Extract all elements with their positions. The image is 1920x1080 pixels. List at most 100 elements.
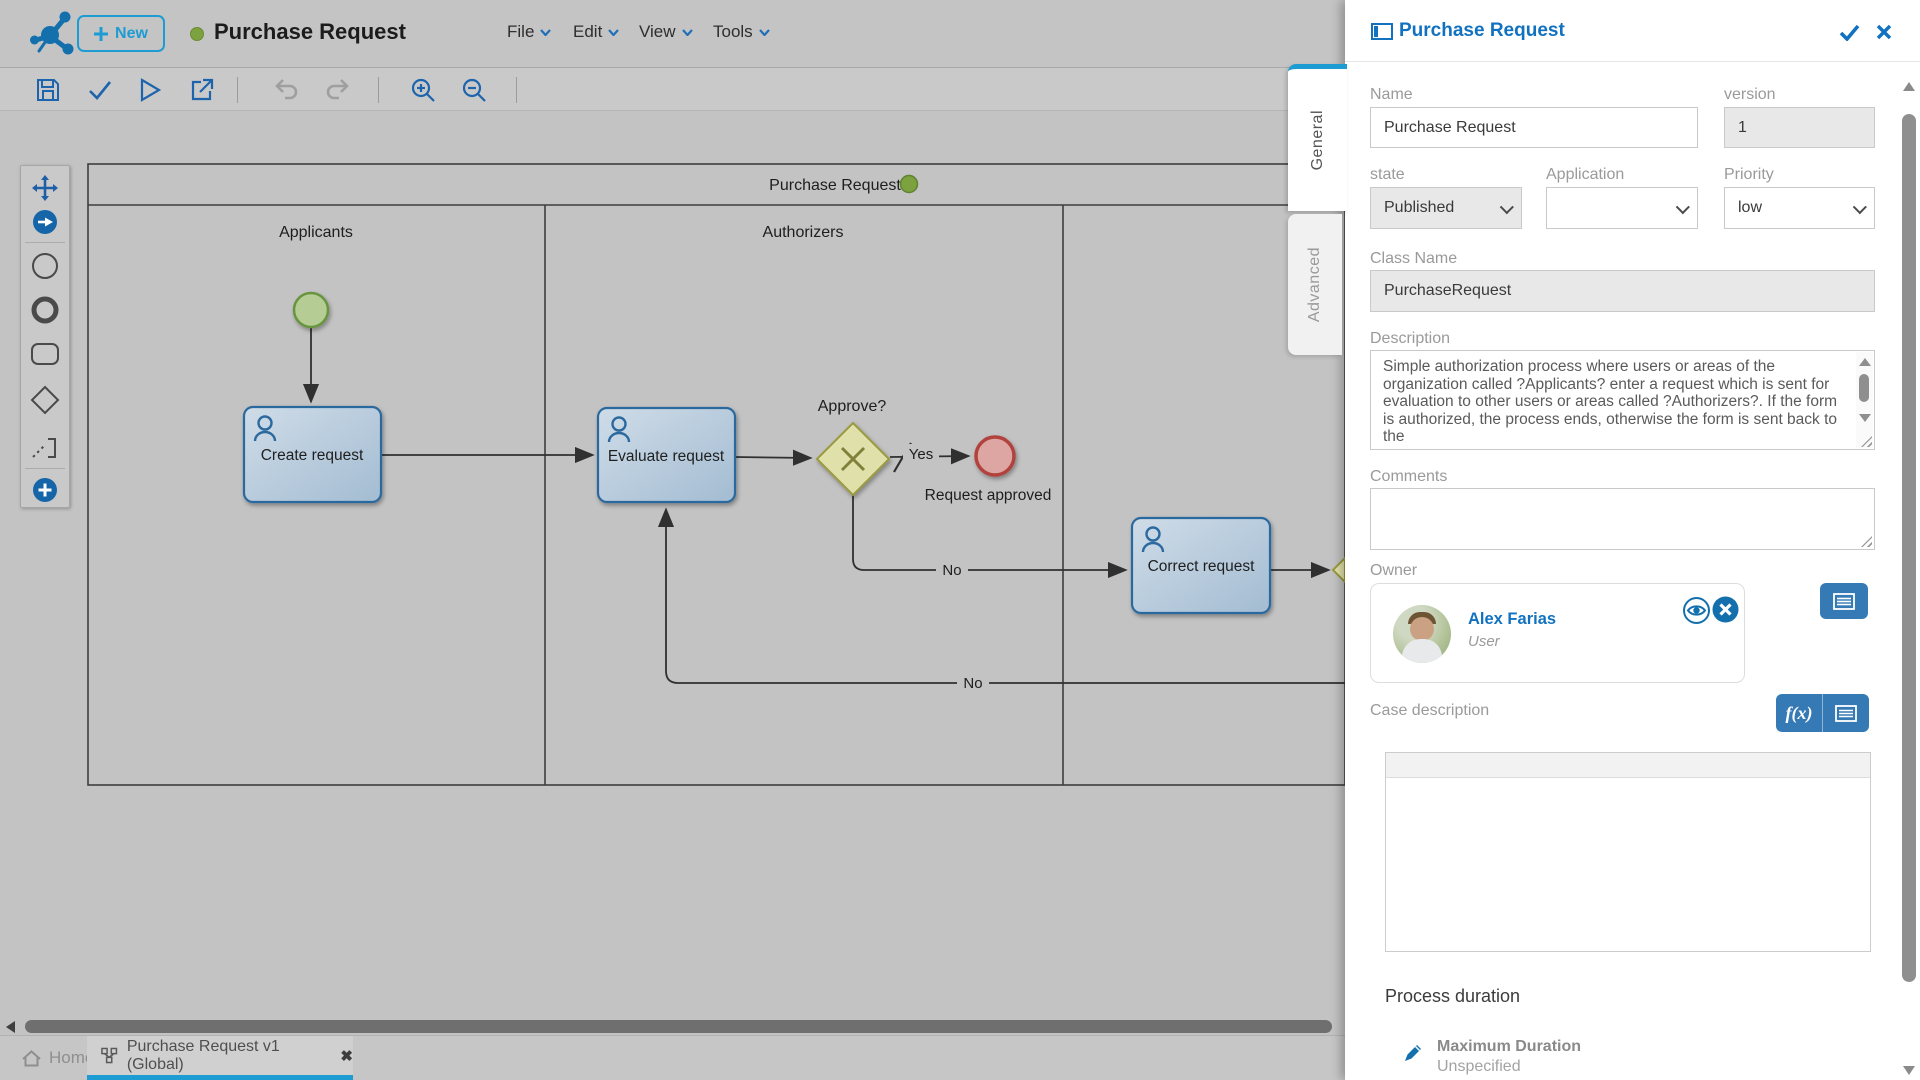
- annotation-tool-icon[interactable]: [21, 428, 69, 468]
- gateway-clipped[interactable]: [1331, 556, 1345, 584]
- scroll-down-icon[interactable]: [1859, 414, 1871, 422]
- start-event-tool-icon[interactable]: [21, 246, 69, 286]
- sequence-flows[interactable]: [302, 327, 1345, 684]
- comments-label: Comments: [1370, 468, 1448, 485]
- toolbar-divider: [516, 77, 517, 103]
- owner-name-link[interactable]: Alex Farias: [1468, 610, 1557, 628]
- menu-tools[interactable]: Tools: [713, 22, 770, 42]
- form-list-button[interactable]: [1822, 694, 1869, 732]
- comments-textarea[interactable]: [1370, 488, 1875, 550]
- application-select[interactable]: [1546, 187, 1698, 229]
- chevron-down-icon: [681, 28, 693, 36]
- resize-handle[interactable]: [1861, 536, 1872, 547]
- run-icon[interactable]: [134, 68, 166, 112]
- panel-header: Purchase Request: [1345, 0, 1920, 62]
- end-event-tool-icon[interactable]: [21, 290, 69, 330]
- task-create-request[interactable]: Create request: [242, 405, 383, 504]
- version-label: version: [1724, 86, 1776, 103]
- priority-select[interactable]: low: [1724, 187, 1875, 229]
- lane-label-applicants: Applicants: [279, 224, 353, 241]
- save-icon[interactable]: [32, 68, 64, 112]
- shape-palette: [20, 165, 70, 508]
- menu-view[interactable]: View: [639, 22, 693, 42]
- bpmn-diagram: Purchase Request Applicants Authorizers …: [87, 163, 1345, 786]
- form-list-icon: [1833, 592, 1855, 610]
- task-correct-request[interactable]: Correct request: [1130, 516, 1272, 615]
- priority-label: Priority: [1724, 166, 1774, 183]
- close-tab-icon[interactable]: ✖: [340, 1047, 353, 1065]
- owner-card: Alex Farias User: [1370, 583, 1745, 683]
- name-input[interactable]: Purchase Request: [1370, 107, 1698, 148]
- process-icon: [101, 1047, 118, 1064]
- scroll-left-arrow-icon[interactable]: [6, 1021, 15, 1033]
- tab-process-active[interactable]: Purchase Request v1 (Global) ✖: [87, 1036, 353, 1080]
- formula-button[interactable]: f(x): [1776, 694, 1822, 732]
- chevron-down-icon: [608, 28, 620, 36]
- export-icon[interactable]: [186, 68, 218, 112]
- class-name-label: Class Name: [1370, 250, 1458, 267]
- hscrollbar-thumb[interactable]: [25, 1020, 1332, 1033]
- new-button[interactable]: New: [77, 15, 165, 52]
- select-owner-button[interactable]: [1820, 583, 1868, 619]
- tab-general[interactable]: General: [1288, 64, 1347, 211]
- task-tool-icon[interactable]: [21, 334, 69, 374]
- panel-scrollbar: [1900, 64, 1919, 1080]
- state-select[interactable]: Published: [1370, 187, 1522, 229]
- owner-label: Owner: [1370, 562, 1418, 579]
- state-label: state: [1370, 166, 1405, 183]
- chevron-down-icon: [540, 28, 552, 36]
- resize-handle[interactable]: [1861, 436, 1872, 447]
- remove-owner-icon[interactable]: [1712, 596, 1739, 623]
- end-event[interactable]: [974, 435, 1016, 477]
- process-panel-icon: [1371, 23, 1393, 40]
- version-input: 1: [1724, 107, 1875, 148]
- case-description-toolbar: f(x): [1776, 694, 1869, 732]
- apply-icon[interactable]: [1839, 24, 1860, 41]
- case-description-editor[interactable]: [1385, 752, 1871, 952]
- edit-pencil-icon[interactable]: [1402, 1042, 1424, 1064]
- tab-home[interactable]: Home: [12, 1036, 104, 1080]
- class-name-input: PurchaseRequest: [1370, 270, 1875, 312]
- plus-icon: [94, 26, 109, 41]
- palette-divider: [25, 242, 65, 243]
- toolbar-divider: [237, 77, 238, 103]
- scroll-down-icon[interactable]: [1903, 1066, 1915, 1075]
- start-event[interactable]: [292, 291, 330, 329]
- chevron-down-icon: [758, 28, 770, 36]
- menu-edit[interactable]: Edit: [573, 22, 620, 42]
- max-duration-value: Unspecified: [1437, 1058, 1521, 1075]
- app-logo-icon: [30, 11, 74, 55]
- zoom-out-icon[interactable]: [457, 68, 491, 112]
- user-icon: [607, 416, 631, 443]
- panel-title: Purchase Request: [1399, 20, 1565, 41]
- panel-scrollbar-thumb[interactable]: [1902, 114, 1916, 982]
- redo-icon[interactable]: [322, 68, 354, 112]
- view-owner-icon[interactable]: [1683, 597, 1710, 624]
- no2-label-bg: [957, 673, 989, 693]
- validate-icon[interactable]: [84, 68, 116, 112]
- task-evaluate-request[interactable]: Evaluate request: [596, 406, 737, 504]
- description-textarea[interactable]: Simple authorization process where users…: [1370, 350, 1875, 450]
- tab-advanced[interactable]: Advanced: [1288, 214, 1342, 355]
- sequence-flow-tool-icon[interactable]: [21, 202, 69, 242]
- scroll-up-icon[interactable]: [1903, 82, 1915, 91]
- gateway-approve[interactable]: [815, 421, 891, 497]
- application-label: Application: [1546, 166, 1625, 183]
- description-scrollbar[interactable]: [1856, 352, 1873, 448]
- close-icon[interactable]: [1876, 24, 1892, 40]
- end-event-label: Request approved: [925, 487, 1052, 504]
- form-list-icon: [1835, 704, 1857, 722]
- palette-divider: [25, 468, 65, 469]
- description-label: Description: [1370, 330, 1451, 347]
- scrollbar-thumb[interactable]: [1859, 374, 1869, 402]
- zoom-in-icon[interactable]: [406, 68, 440, 112]
- add-element-tool-icon[interactable]: [21, 470, 69, 510]
- scroll-up-icon[interactable]: [1859, 358, 1871, 366]
- x-marker-icon: [840, 446, 866, 472]
- move-tool-icon[interactable]: [21, 168, 69, 208]
- pool[interactable]: [87, 163, 1345, 786]
- menu-file[interactable]: File: [507, 22, 552, 42]
- undo-icon[interactable]: [270, 68, 302, 112]
- gateway-tool-icon[interactable]: [21, 380, 69, 420]
- case-description-label: Case description: [1370, 702, 1490, 719]
